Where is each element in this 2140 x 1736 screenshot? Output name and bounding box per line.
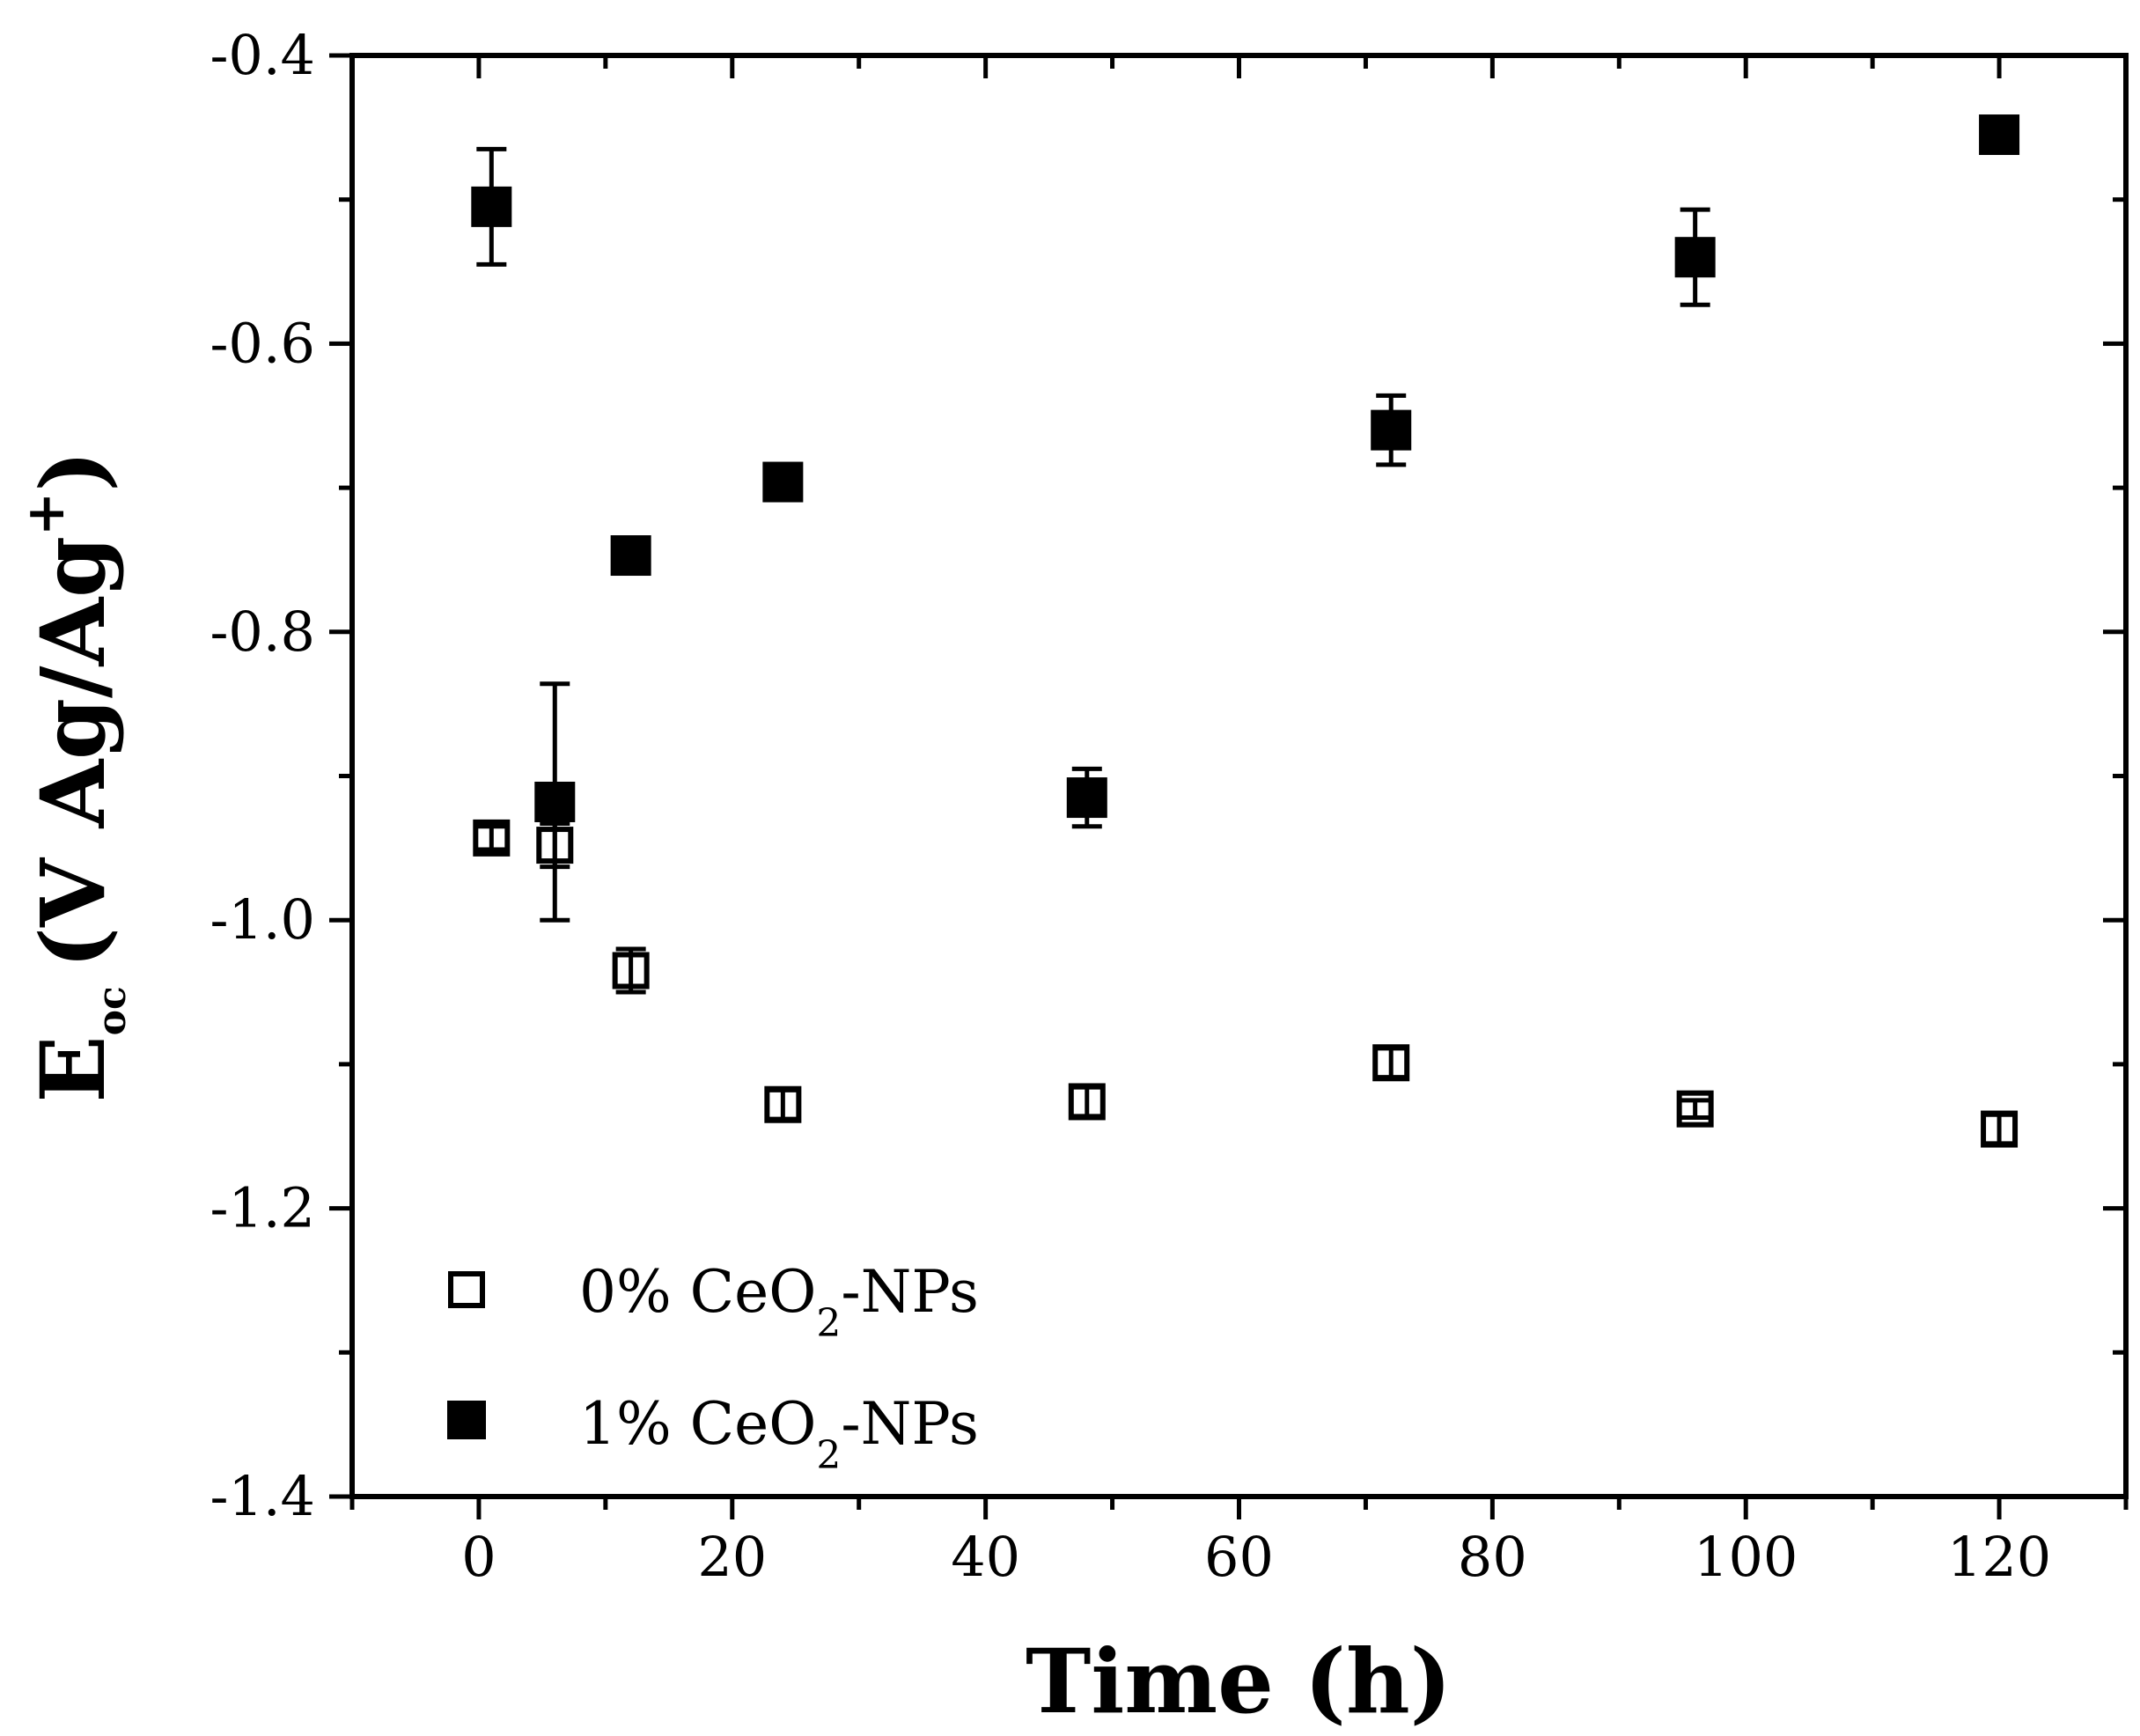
legend-marker-filled-square [447, 1401, 486, 1439]
x-tick-label: 100 [1694, 1525, 1798, 1589]
data-point [1979, 114, 2020, 156]
x-tick-label: 60 [1204, 1525, 1274, 1589]
legend: 0% CeO2-NPs 1% CeO2-NPs [447, 1258, 979, 1478]
legend-label-0pct-suffix: -NPs [841, 1258, 979, 1326]
legend-marker-open-square [448, 1271, 485, 1308]
y-tick-label: -0.4 [210, 23, 315, 87]
series-0pct-ceo2 [473, 819, 2019, 1148]
y-axis-title-subscript: oc [90, 986, 135, 1035]
legend-label-1pct: 1% CeO2-NPs [579, 1390, 979, 1478]
legend-label-0pct: 0% CeO2-NPs [579, 1258, 979, 1346]
data-point [610, 535, 651, 577]
legend-label-0pct-sub: 2 [816, 1301, 841, 1346]
y-tick-label: -0.6 [210, 311, 315, 375]
y-axis-title-units: (V Ag/Ag [21, 536, 125, 968]
data-point [1981, 1110, 2019, 1148]
y-tick-label: -0.8 [210, 600, 315, 664]
legend-label-0pct-prefix: 0% CeO [579, 1258, 816, 1326]
y-axis-title-main: E [21, 1035, 125, 1102]
legend-label-1pct-suffix: -NPs [841, 1390, 979, 1458]
x-axis-title: Time (h) [1026, 1629, 1452, 1733]
y-axis-title-superscript: + [15, 492, 77, 536]
y-tick-label: -1.0 [210, 887, 315, 952]
legend-label-1pct-sub: 2 [816, 1433, 841, 1478]
y-tick-label: -1.2 [210, 1176, 315, 1240]
data-point [1372, 1044, 1410, 1082]
data-point [612, 952, 650, 989]
data-point [1371, 409, 1412, 451]
axis-ticks: 0 20 40 60 80 100 120 -1.4 -1.2 -1.0 -0.8 -0.6 -0.4 [210, 23, 2129, 1589]
data-point [471, 186, 512, 227]
data-point [1674, 237, 1716, 278]
series-1pct-ceo2 [471, 114, 2020, 923]
legend-label-1pct-prefix: 1% CeO [579, 1390, 816, 1458]
data-point [534, 781, 576, 822]
x-tick-label: 0 [461, 1525, 496, 1589]
data-point [1068, 1083, 1106, 1121]
data-point [473, 819, 511, 857]
y-axis-title: Eoc (V Ag/Ag+) [15, 450, 135, 1102]
y-tick-label: -1.4 [210, 1464, 315, 1528]
x-tick-label: 120 [1947, 1525, 2051, 1589]
x-tick-label: 20 [697, 1525, 767, 1589]
x-tick-label: 40 [951, 1525, 1020, 1589]
x-tick-label: 80 [1458, 1525, 1527, 1589]
y-axis-title-close: ) [21, 450, 125, 491]
data-point [762, 461, 804, 503]
data-point [764, 1085, 802, 1123]
data-series [471, 114, 2020, 1148]
data-point [1676, 1090, 1714, 1128]
data-point [1066, 777, 1107, 819]
